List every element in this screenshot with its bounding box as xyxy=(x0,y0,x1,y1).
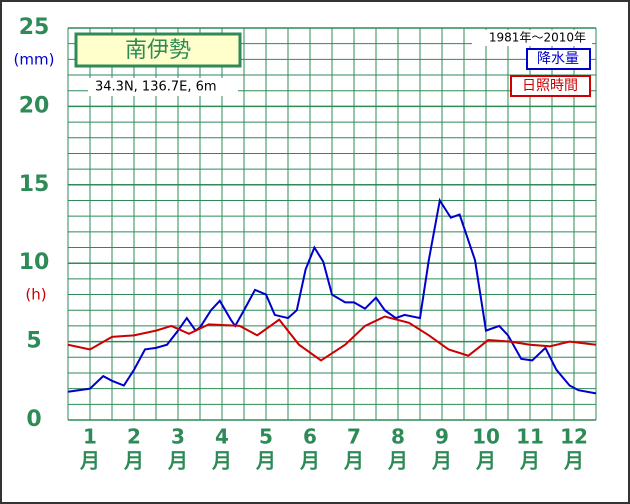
y-unit: (h) xyxy=(25,286,46,304)
x-tick-label: 1 xyxy=(83,425,97,449)
series-line xyxy=(67,197,597,395)
y-tick-label: 5 xyxy=(26,329,41,354)
title-box xyxy=(74,32,242,68)
x-tick-label: 9 xyxy=(435,425,449,449)
y-unit: (mm) xyxy=(14,51,55,69)
x-tick-unit: 月 xyxy=(299,449,320,473)
x-tick-unit: 月 xyxy=(387,449,408,473)
x-tick-label: 7 xyxy=(347,425,361,449)
x-tick-label: 12 xyxy=(560,425,588,449)
x-tick-label: 4 xyxy=(215,425,229,449)
x-tick-label: 8 xyxy=(391,425,405,449)
x-tick-label: 10 xyxy=(472,425,500,449)
chart-title: 南伊勢 xyxy=(125,38,191,63)
lines xyxy=(67,197,597,395)
x-tick-unit: 月 xyxy=(255,449,276,473)
y-tick-label: 20 xyxy=(19,93,50,118)
x-tick-unit: 月 xyxy=(519,449,540,473)
period-bg xyxy=(472,30,592,46)
legend-box xyxy=(510,75,591,97)
location: 34.3N, 136.7E, 6m xyxy=(95,80,217,95)
x-tick-unit: 月 xyxy=(167,449,188,473)
x-tick-label: 11 xyxy=(516,425,544,449)
legend-label: 降水量 xyxy=(537,51,579,67)
x-tick-unit: 月 xyxy=(79,449,100,473)
x-tick-unit: 月 xyxy=(563,449,584,473)
x-tick-unit: 月 xyxy=(431,449,452,473)
location-bg xyxy=(88,78,238,96)
legend-box xyxy=(526,48,591,70)
x-tick-unit: 月 xyxy=(123,449,144,473)
grid xyxy=(67,27,597,421)
x-tick-label: 3 xyxy=(171,425,185,449)
y-tick-label: 25 xyxy=(19,15,50,40)
y-tick-label: 10 xyxy=(19,250,50,275)
y-tick-label: 0 xyxy=(26,407,41,432)
y-tick-label: 15 xyxy=(19,172,50,197)
x-tick-label: 2 xyxy=(127,425,141,449)
legend-label: 日照時間 xyxy=(522,78,578,94)
x-tick-label: 6 xyxy=(303,425,317,449)
series-line xyxy=(67,315,597,362)
period: 1981年〜2010年 xyxy=(489,31,586,45)
x-tick-unit: 月 xyxy=(211,449,232,473)
x-tick-label: 5 xyxy=(259,425,273,449)
x-tick-unit: 月 xyxy=(343,449,364,473)
x-tick-unit: 月 xyxy=(475,449,496,473)
